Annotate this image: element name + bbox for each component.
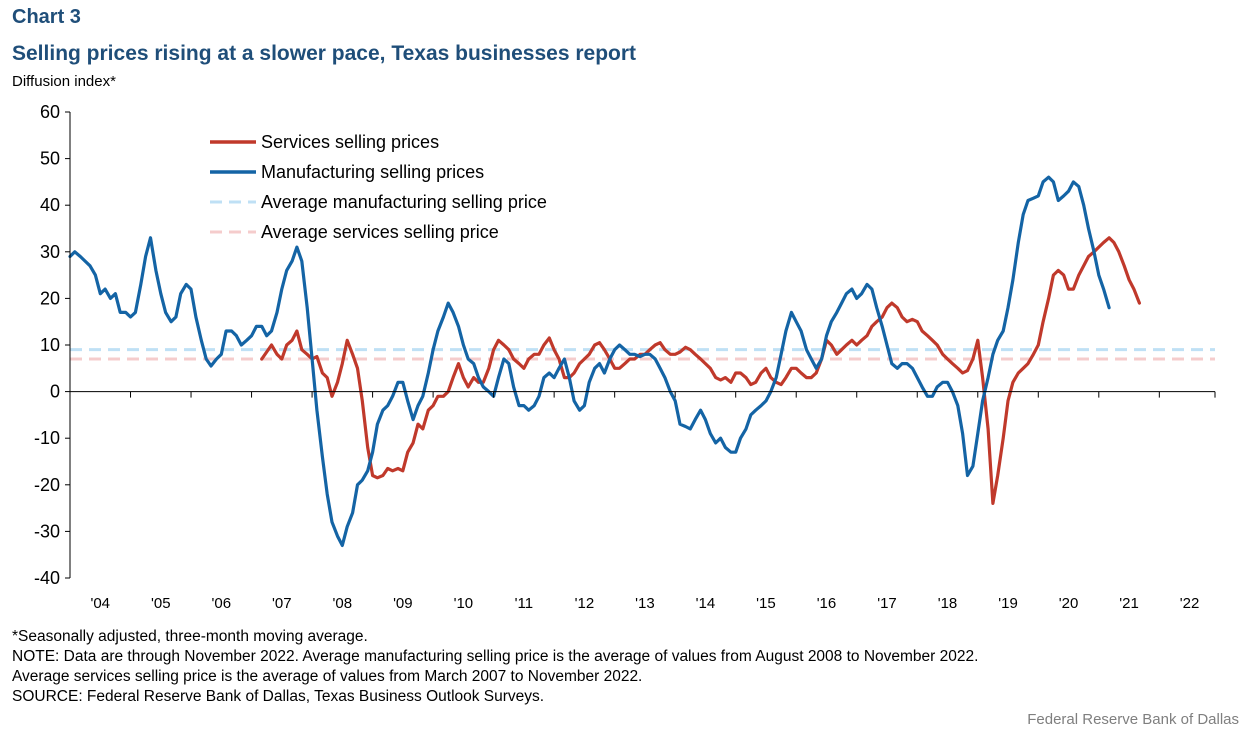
y-tick-label: 60 xyxy=(40,102,60,122)
y-axis-unit-label: Diffusion index* xyxy=(12,73,116,90)
legend: Services selling prices Manufacturing sel… xyxy=(210,132,547,242)
note-source: SOURCE: Federal Reserve Bank of Dallas, … xyxy=(12,688,545,705)
y-tick-label: 30 xyxy=(40,242,60,262)
x-tick-label: '09 xyxy=(393,595,413,612)
x-tick-label: '08 xyxy=(333,595,353,612)
axes-layer xyxy=(65,111,1216,579)
x-tick-label: '14 xyxy=(696,595,716,612)
x-tick-label: '22 xyxy=(1180,595,1200,612)
y-tick-label: 20 xyxy=(40,288,60,308)
y-tick-label: -20 xyxy=(34,475,60,495)
note-services-average: Average services selling price is the av… xyxy=(12,668,643,685)
x-tick-label: '18 xyxy=(938,595,958,612)
x-tick-labels: '04 '05 '06 '07 '08 '09 '10 '11 '12 '13 '14 '15 '16 '… xyxy=(90,595,1199,612)
series-layer xyxy=(68,175,1141,547)
x-tick-label: '21 xyxy=(1119,595,1139,612)
note-data-range: NOTE: Data are through November 2022. Av… xyxy=(12,648,979,665)
x-tick-label: '17 xyxy=(877,595,897,612)
x-tick-label: '05 xyxy=(151,595,171,612)
x-tick-label: '13 xyxy=(635,595,655,612)
y-tick-labels: -40 -30 -20 -10 0 10 20 30 40 50 60 xyxy=(34,102,60,588)
y-tick-label: -30 xyxy=(34,521,60,541)
y-tick-label: 0 xyxy=(50,382,60,402)
x-tick-label: '12 xyxy=(575,595,595,612)
x-tick-label: '16 xyxy=(817,595,837,612)
legend-label-avg-services: Average services selling price xyxy=(261,222,499,242)
x-tick-label: '19 xyxy=(998,595,1018,612)
x-tick-label: '10 xyxy=(454,595,474,612)
y-tick-label: -10 xyxy=(34,428,60,448)
x-tick-label: '04 xyxy=(90,595,110,612)
manufacturing-series-line xyxy=(68,175,1111,547)
x-tick-label: '20 xyxy=(1059,595,1079,612)
credit-label: Federal Reserve Bank of Dallas xyxy=(1027,711,1239,728)
y-tick-label: 50 xyxy=(40,149,60,169)
chart-title: Selling prices rising at a slower pace, … xyxy=(12,42,637,65)
y-tick-label: 40 xyxy=(40,195,60,215)
services-series-line xyxy=(260,236,1141,505)
x-tick-label: '15 xyxy=(756,595,776,612)
x-tick-label: '11 xyxy=(515,595,533,612)
chart-number: Chart 3 xyxy=(12,6,81,28)
chart-notes: *Seasonally adjusted, three-month moving… xyxy=(12,627,978,707)
legend-label-avg-manufacturing: Average manufacturing selling price xyxy=(261,192,547,212)
note-seasonal: *Seasonally adjusted, three-month moving… xyxy=(12,628,368,645)
y-tick-label: -40 xyxy=(34,568,60,588)
y-tick-label: 10 xyxy=(40,335,60,355)
x-tick-label: '07 xyxy=(272,595,292,612)
legend-label-services: Services selling prices xyxy=(261,132,439,152)
legend-label-manufacturing: Manufacturing selling prices xyxy=(261,162,484,182)
x-tick-label: '06 xyxy=(212,595,232,612)
